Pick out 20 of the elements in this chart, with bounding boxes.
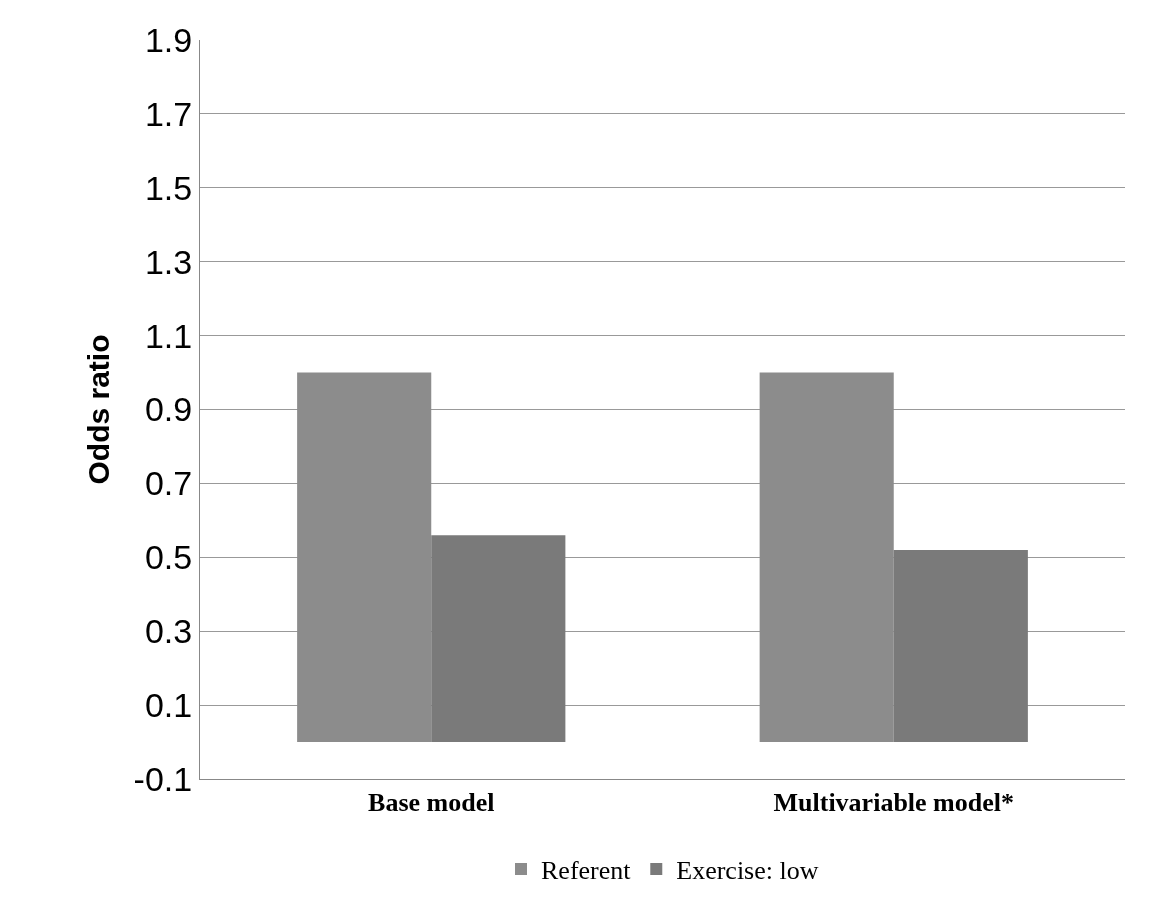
y-tick-label: 0.9 <box>144 390 193 429</box>
y-tick-label: -0.1 <box>133 759 193 798</box>
y-tick-label: 1.3 <box>144 242 193 281</box>
y-tick-label: 0.5 <box>144 538 193 577</box>
bar <box>893 549 1028 743</box>
y-tick-label: 0.7 <box>144 464 193 503</box>
y-tick-label: 1.7 <box>144 94 193 133</box>
legend-label: Referent <box>541 856 632 886</box>
x-tick-label: Base model <box>368 788 495 818</box>
bar <box>431 535 566 743</box>
y-tick-label: 1.9 <box>144 20 193 59</box>
bar <box>297 372 432 743</box>
y-tick-label: 1.5 <box>144 168 193 207</box>
bar <box>759 372 894 743</box>
y-axis-title: Odds ratio <box>81 334 115 485</box>
x-tick-label: Multivariable model* <box>773 788 1014 818</box>
y-tick-label: 1.1 <box>144 316 193 355</box>
y-tick-label: 0.3 <box>144 612 193 651</box>
y-tick-label: 0.1 <box>144 686 193 724</box>
legend-label: Exercise: low <box>676 856 819 886</box>
